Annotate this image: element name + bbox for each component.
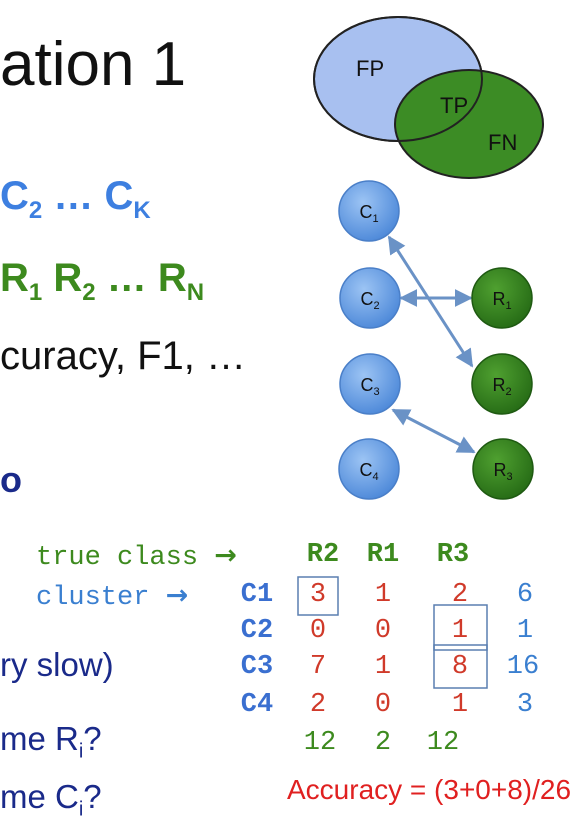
cell-c3-r3: 8 bbox=[440, 654, 480, 681]
cell-c4-r1: 0 bbox=[363, 692, 403, 719]
row-total-c4: 3 bbox=[505, 692, 545, 719]
cell-c2-r1: 0 bbox=[363, 618, 403, 645]
row-total-c3: 16 bbox=[498, 654, 548, 681]
col-total-r1: 2 bbox=[363, 730, 403, 757]
row-header-c1: C1 bbox=[232, 582, 282, 609]
col-total-r2: 12 bbox=[295, 730, 345, 757]
cell-c1-r1: 1 bbox=[363, 582, 403, 609]
row-header-c3: C3 bbox=[232, 654, 282, 681]
venn-fp-label: FP bbox=[356, 56, 384, 81]
cell-c2-r3: 1 bbox=[440, 618, 480, 645]
venn-tp-label: TP bbox=[440, 93, 468, 118]
col-total-r3: 12 bbox=[418, 730, 468, 757]
row-header-c4: C4 bbox=[232, 692, 282, 719]
col-header-r3: R3 bbox=[428, 542, 478, 569]
lower-line-1: ry slow) bbox=[0, 648, 114, 681]
venn-tp-ellipse bbox=[395, 70, 543, 178]
cell-c4-r2: 2 bbox=[298, 692, 338, 719]
cell-c4-r3: 1 bbox=[440, 692, 480, 719]
row-header-c2: C2 bbox=[232, 618, 282, 645]
cell-c3-r1: 1 bbox=[363, 654, 403, 681]
arrow-c3-r3 bbox=[393, 410, 474, 452]
row-total-c1: 6 bbox=[505, 582, 545, 609]
arrow-c1-r2 bbox=[389, 237, 472, 366]
cell-c1-r2: 3 bbox=[298, 582, 338, 609]
cell-c1-r3: 2 bbox=[440, 582, 480, 609]
lower-line-2: me Ri? bbox=[0, 722, 102, 762]
col-header-r1: R1 bbox=[358, 542, 408, 569]
true-class-label: true class → bbox=[36, 542, 237, 572]
cell-c2-r2: 0 bbox=[298, 618, 338, 645]
row-total-c2: 1 bbox=[505, 618, 545, 645]
lower-line-3: me Ci? bbox=[0, 780, 102, 820]
accuracy-formula: Accuracy = (3+0+8)/26 bbox=[287, 776, 571, 804]
cell-c3-r2: 7 bbox=[298, 654, 338, 681]
venn-fn-label: FN bbox=[488, 130, 517, 155]
cluster-label: cluster → bbox=[36, 582, 188, 612]
col-header-r2: R2 bbox=[298, 542, 348, 569]
